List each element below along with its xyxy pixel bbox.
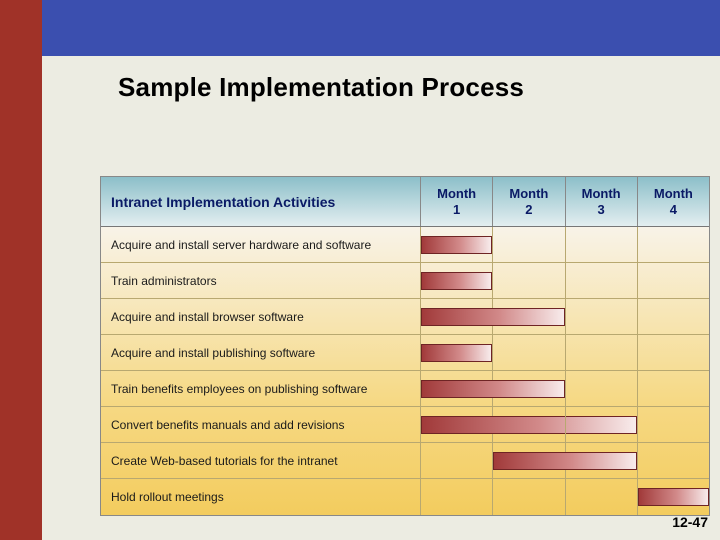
gantt-row: Train administrators	[101, 263, 709, 299]
gantt-cell-month-4	[638, 335, 709, 370]
gantt-bar	[421, 344, 492, 362]
top-header-bar	[0, 0, 720, 56]
gantt-cell-month-1	[421, 371, 493, 406]
gantt-cell-month-4	[638, 371, 709, 406]
gantt-cell-month-1	[421, 299, 493, 334]
left-accent-stripe	[0, 0, 42, 540]
gantt-header-activities-label: Intranet Implementation Activities	[101, 177, 421, 226]
gantt-bar	[638, 488, 709, 506]
gantt-cell-month-1	[421, 443, 493, 478]
slide-content: Sample Implementation Process Intranet I…	[42, 56, 720, 540]
gantt-row-label: Create Web-based tutorials for the intra…	[101, 443, 421, 478]
gantt-row: Hold rollout meetings	[101, 479, 709, 515]
gantt-cell-month-2	[493, 407, 565, 442]
gantt-cell-month-3	[566, 479, 638, 515]
gantt-cell-month-2	[493, 371, 565, 406]
gantt-cell-month-3	[566, 335, 638, 370]
gantt-row-label: Acquire and install browser software	[101, 299, 421, 334]
gantt-cell-month-1	[421, 227, 493, 262]
gantt-cell-month-3	[566, 407, 638, 442]
slide-title: Sample Implementation Process	[42, 56, 720, 103]
gantt-row-label: Hold rollout meetings	[101, 479, 421, 515]
gantt-cell-month-3	[566, 299, 638, 334]
gantt-cell-month-3	[566, 263, 638, 298]
gantt-cell-month-2	[493, 227, 565, 262]
gantt-row-label: Train administrators	[101, 263, 421, 298]
gantt-row: Acquire and install server hardware and …	[101, 227, 709, 263]
gantt-cell-month-2	[493, 479, 565, 515]
gantt-cell-month-1	[421, 479, 493, 515]
gantt-cell-month-2	[493, 263, 565, 298]
gantt-cell-month-4	[638, 227, 709, 262]
gantt-cell-month-1	[421, 335, 493, 370]
gantt-header-month-3: Month3	[566, 177, 638, 226]
gantt-cell-month-3	[566, 443, 638, 478]
gantt-cell-month-2	[493, 299, 565, 334]
gantt-bar	[421, 272, 492, 290]
gantt-cell-month-3	[566, 371, 638, 406]
gantt-cell-month-2	[493, 335, 565, 370]
gantt-row-label: Acquire and install server hardware and …	[101, 227, 421, 262]
gantt-row: Acquire and install publishing software	[101, 335, 709, 371]
gantt-cell-month-4	[638, 299, 709, 334]
gantt-header-month-1: Month1	[421, 177, 493, 226]
gantt-cell-month-4	[638, 443, 709, 478]
gantt-row: Create Web-based tutorials for the intra…	[101, 443, 709, 479]
gantt-row-label: Acquire and install publishing software	[101, 335, 421, 370]
gantt-cell-month-4	[638, 263, 709, 298]
page-number: 12-47	[672, 514, 708, 530]
gantt-row-label: Train benefits employees on publishing s…	[101, 371, 421, 406]
gantt-header-row: Intranet Implementation Activities Month…	[101, 177, 709, 227]
gantt-row: Convert benefits manuals and add revisio…	[101, 407, 709, 443]
gantt-cell-month-1	[421, 407, 493, 442]
gantt-bar	[421, 236, 492, 254]
gantt-cell-month-2	[493, 443, 565, 478]
gantt-row: Acquire and install browser software	[101, 299, 709, 335]
gantt-header-month-2: Month2	[493, 177, 565, 226]
gantt-cell-month-4	[638, 407, 709, 442]
gantt-header-month-4: Month4	[638, 177, 709, 226]
gantt-cell-month-3	[566, 227, 638, 262]
gantt-row: Train benefits employees on publishing s…	[101, 371, 709, 407]
gantt-body: Acquire and install server hardware and …	[101, 227, 709, 515]
gantt-chart: Intranet Implementation Activities Month…	[100, 176, 710, 516]
gantt-row-label: Convert benefits manuals and add revisio…	[101, 407, 421, 442]
gantt-cell-month-4	[638, 479, 709, 515]
gantt-cell-month-1	[421, 263, 493, 298]
